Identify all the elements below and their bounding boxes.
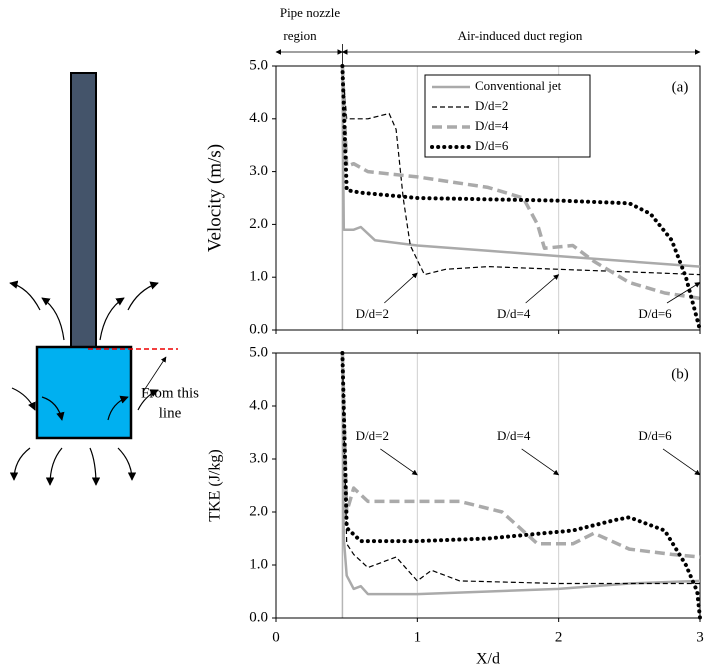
legend-label: D/d=4 (475, 118, 509, 133)
y-axis-label: Velocity (m/s) (204, 144, 225, 252)
plot-frame (275, 65, 701, 331)
arrow (45, 447, 63, 486)
y-tick-label: 0.0 (249, 609, 268, 625)
y-tick-label: 3.0 (249, 163, 268, 179)
annotation: D/d=6 (638, 428, 672, 443)
y-tick-label: 2.0 (249, 216, 268, 232)
region-header: Pipe nozzle region Air-induced duct regi… (280, 5, 583, 43)
plot-frame (275, 352, 701, 619)
annotation: D/d=4 (497, 306, 531, 321)
y-tick-label: 4.0 (249, 397, 268, 413)
annotation-arrow (525, 274, 560, 304)
annotation: D/d=6 (638, 306, 672, 321)
annotation-arrow (380, 448, 418, 476)
series-line (340, 65, 701, 301)
annotation-arrow (521, 448, 560, 476)
diagram-label: From this (141, 385, 199, 401)
diagram: From this line (9, 72, 199, 486)
series-line (341, 65, 701, 268)
series-line (340, 351, 702, 620)
panel-label: (b) (671, 366, 689, 382)
arrow (11, 387, 36, 411)
arrow (89, 447, 101, 486)
y-tick-label: 4.0 (249, 110, 268, 126)
annotation: D/d=4 (497, 428, 531, 443)
label-arrow (142, 356, 167, 393)
y-tick-label: 1.0 (249, 556, 268, 572)
legend-label: D/d=6 (475, 138, 509, 153)
annotation: D/d=2 (356, 428, 389, 443)
y-tick-label: 2.0 (249, 503, 268, 519)
pipe (70, 72, 97, 348)
x-tick-label: 2 (555, 629, 563, 645)
flow-arrows (9, 280, 167, 486)
y-tick-label: 0.0 (249, 321, 268, 337)
annotation-arrow (384, 272, 418, 304)
arrow (137, 389, 159, 411)
x-tick-label: 3 (696, 629, 704, 645)
x-axis-label: X/d (476, 651, 500, 668)
y-tick-label: 5.0 (249, 344, 268, 360)
series-line (341, 352, 701, 596)
panel-label: (a) (672, 79, 689, 95)
diagram-label: line (159, 405, 182, 421)
arrow (127, 281, 159, 311)
arrow (41, 396, 65, 421)
x-tick-label: 0 (272, 629, 280, 645)
legend-label: Conventional jet (475, 78, 562, 93)
series-line (340, 352, 701, 559)
arrow (99, 297, 125, 341)
region-label: region (283, 28, 317, 43)
y-tick-label: 3.0 (249, 450, 268, 466)
annotation-arrow (666, 282, 701, 304)
annotation-arrow (662, 448, 701, 476)
y-tick-label: 5.0 (249, 57, 268, 73)
arrow (9, 447, 31, 481)
y-axis-label: TKE (J/kg) (207, 449, 224, 521)
legend-box (424, 74, 591, 158)
arrow (117, 447, 137, 481)
arrow (9, 280, 41, 311)
series-line (341, 352, 700, 585)
annotation: D/d=2 (356, 306, 389, 321)
y-tick-label: 1.0 (249, 269, 268, 285)
region-label: Pipe nozzle (280, 5, 341, 20)
arrow (41, 297, 65, 341)
region-label: Air-induced duct region (458, 28, 583, 43)
series-line (341, 65, 701, 276)
legend-label: D/d=2 (475, 98, 508, 113)
x-tick-label: 1 (414, 629, 422, 645)
arrow (107, 395, 129, 421)
duct (35, 345, 133, 440)
